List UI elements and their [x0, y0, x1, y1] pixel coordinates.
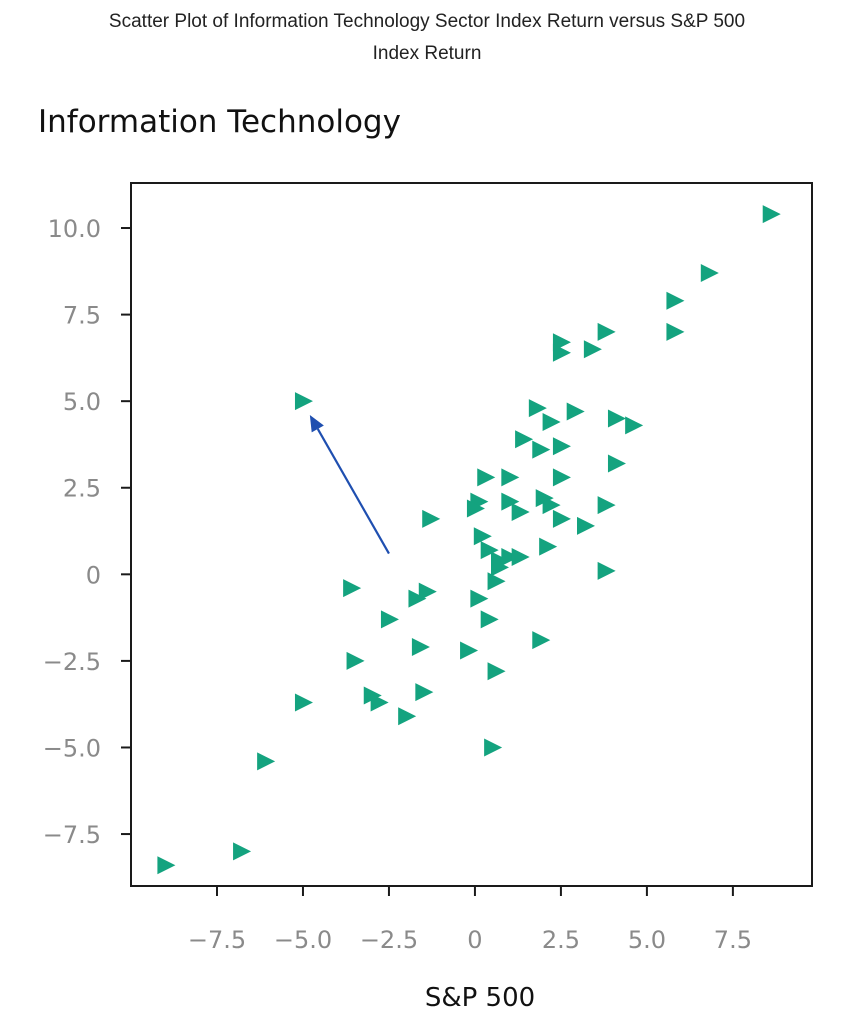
data-point: [539, 537, 558, 556]
chart-title: Information Technology: [38, 104, 401, 140]
x-tick-label: 0: [467, 926, 482, 954]
caption-line-1: Scatter Plot of Information Technology S…: [108, 11, 746, 32]
x-tick-label: 2.5: [542, 926, 580, 954]
data-point: [552, 343, 571, 362]
data-point: [566, 402, 585, 421]
data-point: [294, 392, 313, 411]
data-point: [398, 707, 417, 726]
data-point: [552, 437, 571, 456]
annotation-arrow-head: [309, 415, 324, 433]
x-tick-label: −2.5: [360, 926, 418, 954]
data-point: [418, 582, 437, 601]
data-point: [460, 641, 479, 660]
data-point: [515, 430, 534, 449]
y-axis: 10.0 7.5 5.0 2.5 0 −2.5 −5.0 −7.5: [43, 215, 131, 849]
data-point: [597, 322, 616, 341]
data-point: [484, 738, 503, 757]
x-axis-label: S&P 500: [425, 983, 535, 1013]
caption-line-2: Index Return: [372, 43, 482, 64]
data-point: [597, 496, 616, 515]
data-point: [466, 499, 485, 518]
data-point: [370, 693, 389, 712]
data-point: [511, 548, 530, 567]
data-point: [411, 638, 430, 657]
x-tick-label: 5.0: [628, 926, 666, 954]
data-point: [343, 579, 362, 598]
data-point: [625, 416, 644, 435]
data-point: [380, 610, 399, 629]
data-point: [157, 856, 176, 875]
annotation-arrow-shaft: [316, 428, 390, 555]
data-point: [528, 399, 547, 418]
data-point: [542, 496, 561, 515]
data-point: [294, 693, 313, 712]
data-point: [552, 468, 571, 487]
data-point: [501, 492, 520, 511]
y-tick-label: 7.5: [63, 302, 101, 330]
y-tick-label: 0: [86, 561, 101, 589]
data-point: [257, 752, 276, 771]
data-point: [542, 412, 561, 431]
data-points: [157, 205, 781, 875]
data-point: [511, 502, 530, 521]
y-tick-label: −7.5: [43, 821, 101, 849]
y-tick-label: 10.0: [48, 215, 101, 243]
annotation-layer: [309, 415, 390, 555]
figure-caption: Scatter Plot of Information Technology S…: [0, 6, 854, 70]
data-point: [532, 440, 551, 459]
data-point: [501, 548, 520, 567]
data-point: [415, 683, 434, 702]
data-point: [583, 340, 602, 359]
data-point: [762, 205, 781, 224]
data-point: [597, 561, 616, 580]
y-tick-label: −5.0: [43, 734, 101, 762]
plot-frame: [130, 182, 813, 887]
data-point: [607, 409, 626, 428]
data-point: [491, 558, 510, 577]
y-tick-label: 2.5: [63, 475, 101, 503]
data-point: [666, 322, 685, 341]
data-point: [532, 631, 551, 650]
x-tick-label: −5.0: [274, 926, 332, 954]
data-point: [577, 516, 595, 535]
data-point: [470, 589, 489, 608]
y-tick-label: −2.5: [43, 648, 101, 676]
x-axis: −7.5 −5.0 −2.5 0 2.5 5.0 7.5: [188, 886, 752, 954]
x-tick-label: −7.5: [188, 926, 246, 954]
data-point: [477, 468, 496, 487]
y-tick-label: 5.0: [63, 388, 101, 416]
data-point: [408, 589, 427, 608]
data-point: [487, 662, 506, 681]
data-point: [607, 454, 626, 473]
data-point: [501, 468, 520, 487]
data-point: [346, 651, 365, 670]
data-point: [233, 842, 252, 861]
data-point: [487, 572, 506, 591]
x-tick-label: 7.5: [714, 926, 752, 954]
data-point: [552, 509, 571, 528]
data-point: [480, 541, 499, 560]
data-point: [666, 291, 685, 310]
data-point: [422, 509, 441, 528]
data-point: [480, 610, 499, 629]
data-point: [473, 527, 492, 546]
data-point: [700, 264, 719, 283]
